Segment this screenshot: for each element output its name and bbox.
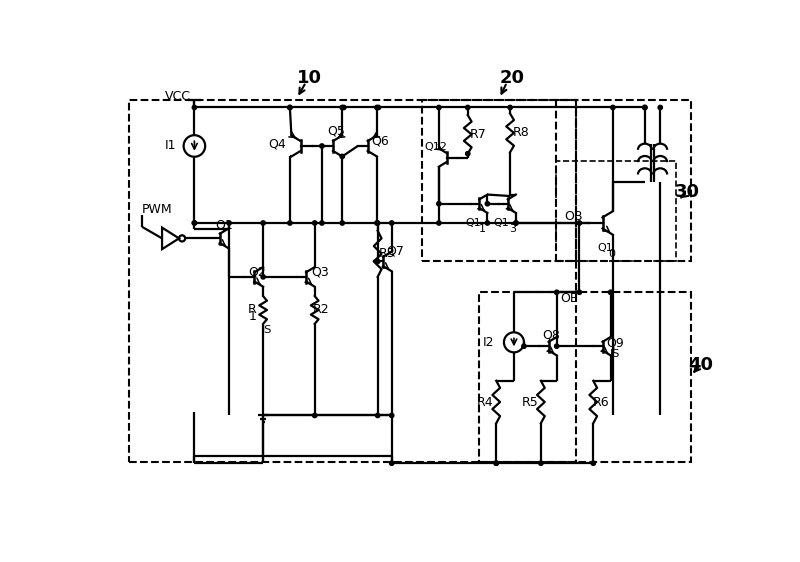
Bar [556,100,691,261]
Circle shape [554,344,559,348]
Text: Q1: Q1 [494,218,510,228]
Text: 0: 0 [608,249,615,259]
Text: R5: R5 [522,396,538,409]
Circle shape [261,221,266,225]
Circle shape [494,461,498,465]
Circle shape [320,144,324,148]
Circle shape [437,221,441,225]
Circle shape [340,221,344,225]
Text: OB: OB [564,210,582,223]
Circle shape [374,105,379,110]
Circle shape [390,413,394,418]
Text: 1: 1 [249,310,256,323]
Text: IS: IS [262,325,272,335]
Circle shape [610,105,615,110]
Text: Q4: Q4 [269,138,286,151]
Circle shape [578,221,582,225]
Circle shape [375,259,380,264]
Text: 1: 1 [479,224,486,234]
Text: Q9: Q9 [606,337,624,350]
Circle shape [192,105,197,110]
Circle shape [313,221,317,225]
Text: 20: 20 [500,69,525,87]
Text: R3: R3 [378,247,395,260]
Circle shape [288,105,292,110]
Circle shape [261,275,266,279]
Text: R7: R7 [470,128,487,141]
Text: Q1: Q1 [215,218,234,231]
Text: R8: R8 [513,126,530,139]
Circle shape [437,202,441,206]
Circle shape [609,290,613,294]
Text: 30: 30 [674,183,700,201]
Circle shape [340,105,344,110]
Circle shape [642,105,647,110]
Text: 3: 3 [509,224,516,234]
Circle shape [466,152,470,156]
Circle shape [288,105,292,110]
Circle shape [192,221,197,225]
Text: Q6: Q6 [371,135,389,148]
Circle shape [522,344,526,348]
Text: Q3: Q3 [311,266,329,279]
Text: R6: R6 [593,396,610,409]
Circle shape [486,202,490,206]
Circle shape [494,461,498,465]
Circle shape [578,290,582,294]
Circle shape [192,221,197,225]
Text: Q1: Q1 [598,243,614,253]
Bar [479,292,691,461]
Circle shape [437,105,441,110]
Circle shape [390,461,394,465]
Text: Q8: Q8 [542,328,561,341]
Text: R2: R2 [313,303,329,316]
Text: I2: I2 [482,336,494,349]
Circle shape [486,221,490,225]
Circle shape [514,221,518,225]
Text: Q5: Q5 [327,124,345,137]
Circle shape [375,221,380,225]
Circle shape [538,461,543,465]
Text: 10: 10 [298,69,322,87]
Text: 40: 40 [689,356,714,374]
Circle shape [340,155,344,158]
Circle shape [227,221,231,225]
Circle shape [466,105,470,110]
Circle shape [376,105,381,110]
Text: Q1: Q1 [466,218,481,228]
Circle shape [313,413,317,418]
Circle shape [642,105,647,110]
Circle shape [658,105,662,110]
Circle shape [288,221,292,225]
Text: R: R [248,303,257,316]
Circle shape [508,105,512,110]
Text: IS: IS [610,349,620,359]
Text: Q12: Q12 [425,142,448,152]
Circle shape [375,413,380,418]
Circle shape [320,221,324,225]
Bar [129,100,575,461]
Bar [422,100,575,261]
Circle shape [374,221,379,225]
Text: Q7: Q7 [386,244,404,257]
Circle shape [342,105,346,110]
Text: VCC: VCC [165,90,190,103]
Text: OE: OE [560,292,578,305]
Text: Q2: Q2 [249,266,266,279]
Circle shape [514,221,518,225]
Text: PWM: PWM [142,203,173,216]
Bar [556,161,676,261]
Text: R4: R4 [477,396,494,409]
Circle shape [591,461,595,465]
Text: I1: I1 [165,139,176,152]
Circle shape [390,221,394,225]
Circle shape [554,290,559,294]
